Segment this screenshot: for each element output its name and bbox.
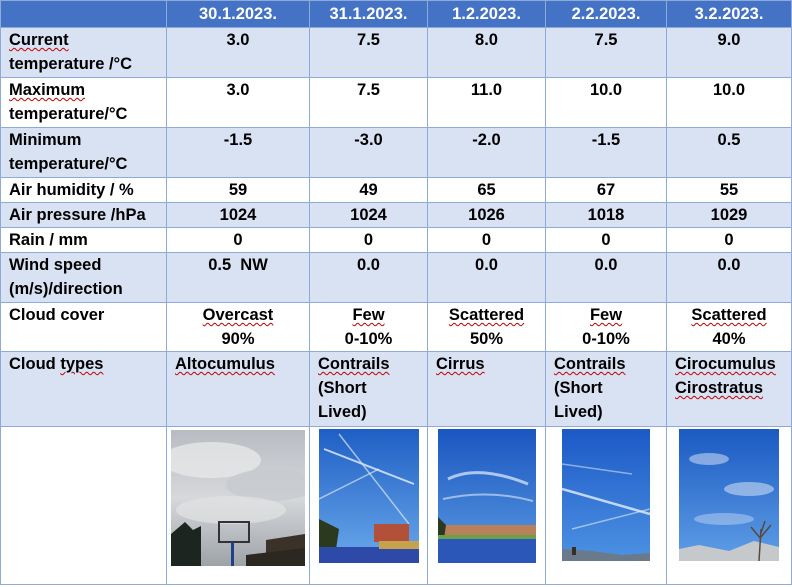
table-cell: Scattered 50% <box>427 302 546 352</box>
table-cell: 7.5 <box>545 27 667 78</box>
date-header: 3.2.2023. <box>666 0 792 28</box>
row-label: Current temperature /°C <box>0 27 167 78</box>
wind-speed-row: Wind speed (m/s)/direction 0.5 NW 0.0 0.0… <box>0 252 792 303</box>
table-cell: 65 <box>427 177 546 203</box>
minimum-temperature-row: Minimum temperature/°C -1.5 -3.0 -2.0 -1.… <box>0 127 792 178</box>
table-cell: 9.0 <box>666 27 792 78</box>
row-label: Minimum temperature/°C <box>0 127 167 178</box>
overcast-sky-photo <box>171 430 305 566</box>
cirrus-sky-photo <box>437 429 536 563</box>
table-cell: 67 <box>545 177 667 203</box>
table-cell: Cirrus <box>427 351 546 427</box>
photo-cell <box>166 426 310 585</box>
table-cell: -1.5 <box>545 127 667 178</box>
table-cell: 0.0 <box>545 252 667 303</box>
table-cell: 1024 <box>309 202 428 228</box>
photo-cell <box>545 426 667 585</box>
table-cell: 8.0 <box>427 27 546 78</box>
table-cell: Altocumulus <box>166 351 310 427</box>
maximum-temperature-row: Maximum temperature/°C 3.0 7.5 11.0 10.0 … <box>0 77 792 128</box>
photo-cell <box>309 426 428 585</box>
table-cell: 10.0 <box>545 77 667 128</box>
table-cell: 0 <box>427 227 546 253</box>
table-cell: 55 <box>666 177 792 203</box>
contrails-sky-photo <box>318 429 419 563</box>
date-header: 30.1.2023. <box>166 0 310 28</box>
photo-row <box>0 426 792 585</box>
table-cell: Cirocumulus Cirostratus <box>666 351 792 427</box>
table-cell: 3.0 <box>166 77 310 128</box>
cirrocumulus-sky-photo <box>679 429 779 561</box>
table-cell: 0.0 <box>309 252 428 303</box>
table-cell: 49 <box>309 177 428 203</box>
table-cell: 10.0 <box>666 77 792 128</box>
current-temperature-row: Current temperature /°C 3.0 7.5 8.0 7.5 9… <box>0 27 792 78</box>
table-cell: 0 <box>309 227 428 253</box>
empty-cell <box>0 426 167 585</box>
photo-cell <box>666 426 792 585</box>
table-cell: 7.5 <box>309 27 428 78</box>
table-cell: 1018 <box>545 202 667 228</box>
table-cell: -2.0 <box>427 127 546 178</box>
table-cell: Few 0-10% <box>545 302 667 352</box>
table-cell: 0.5 <box>666 127 792 178</box>
table-cell: Few 0-10% <box>309 302 428 352</box>
table-cell: 1026 <box>427 202 546 228</box>
row-label: Wind speed (m/s)/direction <box>0 252 167 303</box>
contrails-sky-photo <box>562 429 650 561</box>
row-label: Cloud cover <box>0 302 167 352</box>
rain-row: Rain / mm 0 0 0 0 0 <box>0 227 792 253</box>
cloud-types-row: Cloud types Altocumulus Contrails (Short L… <box>0 351 792 427</box>
header-row: 30.1.2023. 31.1.2023. 1.2.2023. 2.2.2023… <box>0 0 792 28</box>
header-corner-cell <box>0 0 167 28</box>
table-cell: Contrails (Short Lived) <box>309 351 428 427</box>
table-cell: 0.5 NW <box>166 252 310 303</box>
table-cell: 0 <box>545 227 667 253</box>
table-cell: Scattered 40% <box>666 302 792 352</box>
date-header: 2.2.2023. <box>545 0 667 28</box>
air-pressure-row: Air pressure /hPa 1024 1024 1026 1018 10… <box>0 202 792 228</box>
table-cell: -3.0 <box>309 127 428 178</box>
row-label: Cloud types <box>0 351 167 427</box>
table-cell: 0.0 <box>666 252 792 303</box>
table-cell: 3.0 <box>166 27 310 78</box>
row-label: Maximum temperature/°C <box>0 77 167 128</box>
table-cell: 0.0 <box>427 252 546 303</box>
row-label: Air pressure /hPa <box>0 202 167 228</box>
table-cell: 1029 <box>666 202 792 228</box>
cloud-cover-row: Cloud cover Overcast 90% Few 0-10% Scatter… <box>0 302 792 352</box>
row-label: Rain / mm <box>0 227 167 253</box>
table-cell: 7.5 <box>309 77 428 128</box>
table-cell: 1024 <box>166 202 310 228</box>
date-header: 31.1.2023. <box>309 0 428 28</box>
table-cell: 0 <box>666 227 792 253</box>
row-label: Air humidity / % <box>0 177 167 203</box>
air-humidity-row: Air humidity / % 59 49 65 67 55 <box>0 177 792 203</box>
table-cell: -1.5 <box>166 127 310 178</box>
table-cell: 59 <box>166 177 310 203</box>
table-cell: 0 <box>166 227 310 253</box>
date-header: 1.2.2023. <box>427 0 546 28</box>
table-cell: Overcast 90% <box>166 302 310 352</box>
photo-cell <box>427 426 546 585</box>
table-cell: 11.0 <box>427 77 546 128</box>
table-cell: Contrails (Short Lived) <box>545 351 667 427</box>
